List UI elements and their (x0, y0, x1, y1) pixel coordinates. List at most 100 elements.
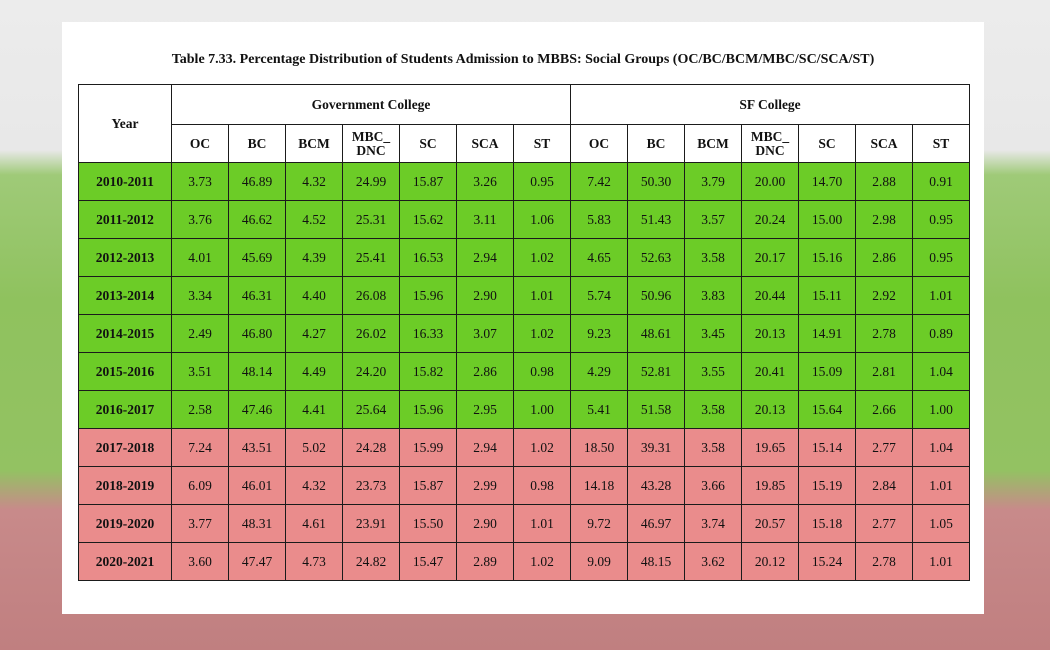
sf-value-cell: 3.55 (684, 352, 742, 391)
year-cell: 2019-2020 (78, 504, 172, 543)
sf-value-cell: 20.13 (741, 314, 799, 353)
gov-value-cell: 3.34 (171, 276, 229, 315)
gov-value-cell: 3.11 (456, 200, 514, 239)
gov-value-cell: 43.51 (228, 428, 286, 467)
gov-value-cell: 16.33 (399, 314, 457, 353)
sf-value-cell: 2.77 (855, 428, 913, 467)
sf-value-cell: 20.17 (741, 238, 799, 277)
sf-value-cell: 2.81 (855, 352, 913, 391)
sf-value-cell: 5.41 (570, 390, 628, 429)
sf-value-cell: 2.86 (855, 238, 913, 277)
sf-value-cell: 3.62 (684, 542, 742, 581)
sf-value-cell: 2.78 (855, 542, 913, 581)
sf-col-header: SCA (855, 124, 913, 163)
sf-value-cell: 1.01 (912, 542, 970, 581)
gov-value-cell: 46.80 (228, 314, 286, 353)
table-row: 2016-2017 2.58 47.46 4.41 25.64 15.96 2.95 1.00… (78, 390, 970, 429)
sf-value-cell: 9.72 (570, 504, 628, 543)
document-card: Table 7.33. Percentage Distribution of S… (62, 22, 984, 614)
gov-value-cell: 2.49 (171, 314, 229, 353)
year-cell: 2010-2011 (78, 162, 172, 201)
sf-value-cell: 20.13 (741, 390, 799, 429)
sf-value-cell: 51.58 (627, 390, 685, 429)
year-cell: 2012-2013 (78, 238, 172, 277)
gov-value-cell: 4.49 (285, 352, 343, 391)
sf-value-cell: 2.84 (855, 466, 913, 505)
sf-col-header: OC (570, 124, 628, 163)
sf-value-cell: 20.41 (741, 352, 799, 391)
sf-value-cell: 3.83 (684, 276, 742, 315)
gov-col-header: ST (513, 124, 571, 163)
gov-value-cell: 46.01 (228, 466, 286, 505)
gov-value-cell: 2.94 (456, 428, 514, 467)
gov-value-cell: 0.98 (513, 466, 571, 505)
gov-value-cell: 4.32 (285, 162, 343, 201)
sf-value-cell: 50.30 (627, 162, 685, 201)
sf-value-cell: 46.97 (627, 504, 685, 543)
gov-value-cell: 3.07 (456, 314, 514, 353)
gov-value-cell: 4.32 (285, 466, 343, 505)
sf-value-cell: 20.24 (741, 200, 799, 239)
table-row: 2011-2012 3.76 46.62 4.52 25.31 15.62 3.11 1.06… (78, 200, 970, 239)
gov-value-cell: 15.82 (399, 352, 457, 391)
gov-value-cell: 25.31 (342, 200, 400, 239)
table-row: 2013-2014 3.34 46.31 4.40 26.08 15.96 2.90 1.01… (78, 276, 970, 315)
gov-value-cell: 2.58 (171, 390, 229, 429)
gov-value-cell: 1.02 (513, 542, 571, 581)
sf-value-cell: 14.70 (798, 162, 856, 201)
sf-value-cell: 3.79 (684, 162, 742, 201)
gov-value-cell: 48.31 (228, 504, 286, 543)
sf-value-cell: 3.74 (684, 504, 742, 543)
gov-value-cell: 2.99 (456, 466, 514, 505)
gov-value-cell: 47.47 (228, 542, 286, 581)
year-cell: 2020-2021 (78, 542, 172, 581)
sf-value-cell: 3.58 (684, 390, 742, 429)
gov-value-cell: 3.26 (456, 162, 514, 201)
sf-value-cell: 15.16 (798, 238, 856, 277)
gov-value-cell: 2.89 (456, 542, 514, 581)
gov-col-header: OC (171, 124, 229, 163)
sf-value-cell: 48.61 (627, 314, 685, 353)
sf-value-cell: 3.58 (684, 238, 742, 277)
sf-value-cell: 4.29 (570, 352, 628, 391)
gov-value-cell: 3.77 (171, 504, 229, 543)
sf-col-header: BC (627, 124, 685, 163)
sf-value-cell: 48.15 (627, 542, 685, 581)
sf-value-cell: 1.04 (912, 428, 970, 467)
gov-value-cell: 2.95 (456, 390, 514, 429)
gov-value-cell: 24.82 (342, 542, 400, 581)
sf-value-cell: 2.77 (855, 504, 913, 543)
sf-value-cell: 15.19 (798, 466, 856, 505)
sf-value-cell: 3.66 (684, 466, 742, 505)
sf-value-cell: 15.64 (798, 390, 856, 429)
sf-value-cell: 9.09 (570, 542, 628, 581)
gov-value-cell: 48.14 (228, 352, 286, 391)
year-cell: 2013-2014 (78, 276, 172, 315)
gov-value-cell: 2.94 (456, 238, 514, 277)
gov-value-cell: 0.95 (513, 162, 571, 201)
sf-value-cell: 7.42 (570, 162, 628, 201)
sf-value-cell: 2.78 (855, 314, 913, 353)
sf-value-cell: 3.57 (684, 200, 742, 239)
gov-value-cell: 4.41 (285, 390, 343, 429)
gov-value-cell: 3.60 (171, 542, 229, 581)
sf-college-header: SF College (570, 84, 970, 125)
table-row: 2020-2021 3.60 47.47 4.73 24.82 15.47 2.89 1.02… (78, 542, 970, 581)
sf-value-cell: 39.31 (627, 428, 685, 467)
sf-value-cell: 15.11 (798, 276, 856, 315)
gov-value-cell: 4.39 (285, 238, 343, 277)
gov-value-cell: 15.50 (399, 504, 457, 543)
gov-value-cell: 15.62 (399, 200, 457, 239)
gov-value-cell: 2.90 (456, 504, 514, 543)
gov-value-cell: 4.27 (285, 314, 343, 353)
gov-value-cell: 46.31 (228, 276, 286, 315)
sf-value-cell: 2.88 (855, 162, 913, 201)
gov-value-cell: 23.73 (342, 466, 400, 505)
sf-value-cell: 4.65 (570, 238, 628, 277)
gov-value-cell: 26.02 (342, 314, 400, 353)
sf-value-cell: 52.63 (627, 238, 685, 277)
gov-value-cell: 4.01 (171, 238, 229, 277)
table-title: Table 7.33. Percentage Distribution of S… (171, 52, 875, 67)
year-cell: 2014-2015 (78, 314, 172, 353)
sf-value-cell: 20.44 (741, 276, 799, 315)
